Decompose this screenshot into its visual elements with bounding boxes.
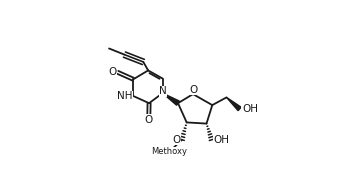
Text: OH: OH (242, 104, 258, 114)
Polygon shape (226, 97, 241, 111)
Text: N: N (159, 86, 167, 96)
Text: NH: NH (117, 91, 132, 101)
Text: Methoxy: Methoxy (151, 147, 187, 156)
Text: O: O (172, 135, 180, 145)
Text: OH: OH (214, 135, 230, 145)
Text: O: O (145, 115, 153, 125)
Polygon shape (163, 93, 179, 105)
Text: O: O (190, 85, 198, 95)
Text: O: O (109, 67, 117, 77)
